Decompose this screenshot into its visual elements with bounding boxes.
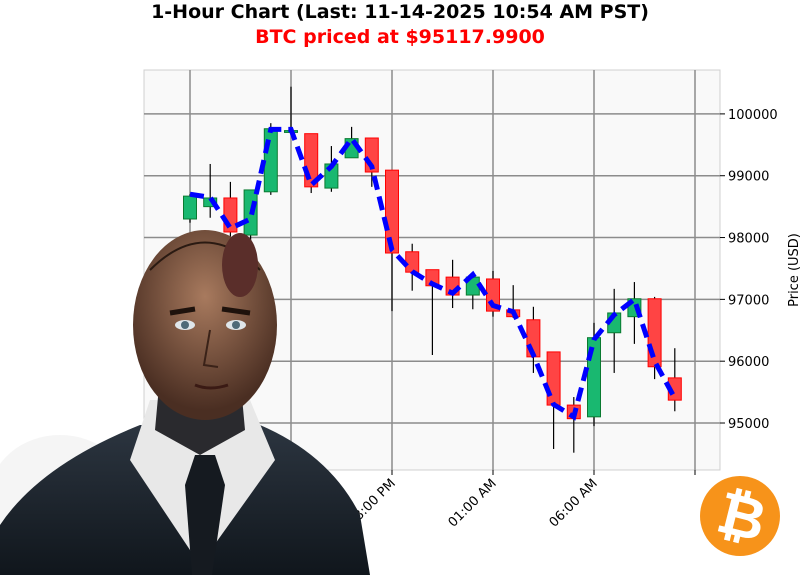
x-tick-label: 01:00 AM [446,476,500,530]
candle-down [385,169,399,254]
price-line [189,126,677,421]
y-tick-label: 95000 [728,417,769,432]
candle-up [263,128,278,193]
y-axis-label: Price (USD) [787,233,800,307]
candle-up [183,195,197,220]
y-tick-label: 98000 [728,232,769,247]
y-tick-label: 96000 [728,355,769,370]
y-tick-label: 100000 [728,108,778,123]
bitcoin-logo: ₿ [700,476,780,556]
y-tick-label: 97000 [728,293,769,308]
candle-down [405,251,420,273]
chart-subtitle: BTC priced at $95117.9900 [255,26,545,48]
candle-up [203,197,218,208]
x-tick-label: 06:00 AM [547,476,601,530]
person-illustration [0,230,370,575]
chart-title: 1-Hour Chart (Last: 11-14-2025 10:54 AM … [151,1,649,23]
y-tick-label: 99000 [728,170,769,185]
candle-down [546,351,561,406]
